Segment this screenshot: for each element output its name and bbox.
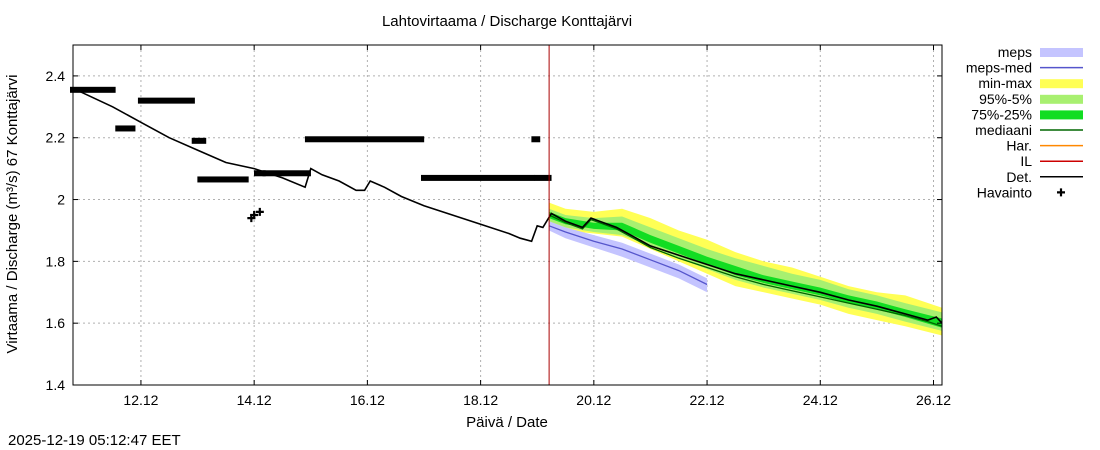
observation-run bbox=[137, 97, 195, 104]
series-det bbox=[72, 87, 943, 324]
legend-label-meps: meps bbox=[998, 44, 1032, 60]
legend-label-min-max: min-max bbox=[978, 75, 1032, 91]
x-tick-label: 22.12 bbox=[690, 392, 725, 408]
y-tick-label: 2.4 bbox=[46, 68, 66, 84]
legend: mepsmeps-medmin-max95%-5%75%-25%mediaani… bbox=[966, 44, 1083, 200]
y-tick-label: 1.8 bbox=[46, 253, 66, 269]
x-tick-label: 16.12 bbox=[350, 392, 385, 408]
observation-run bbox=[304, 136, 425, 143]
observation-run bbox=[534, 174, 552, 181]
legend-label-meps-med: meps-med bbox=[966, 60, 1032, 76]
y-tick-label: 2.2 bbox=[46, 130, 66, 146]
observations bbox=[70, 86, 552, 223]
legend-label-95-5: 95%-5% bbox=[979, 91, 1032, 107]
observation-run bbox=[531, 136, 541, 143]
x-tick-label: 26.12 bbox=[916, 392, 951, 408]
x-tick-label: 20.12 bbox=[576, 392, 611, 408]
chart-title: Lahtovirtaama / Discharge Konttajärvi bbox=[382, 13, 632, 30]
legend-label-havainto: Havainto bbox=[977, 184, 1032, 200]
legend-label-75-25: 75%-25% bbox=[971, 106, 1032, 122]
observation-point bbox=[250, 211, 259, 219]
legend-label-det: Det. bbox=[1006, 169, 1032, 185]
legend-swatch-meps bbox=[1040, 48, 1083, 57]
legend-swatch-min-max bbox=[1040, 79, 1083, 89]
legend-swatch-75-25 bbox=[1040, 110, 1083, 120]
timestamp: 2025-12-19 05:12:47 EET bbox=[8, 432, 181, 449]
y-tick-label: 2 bbox=[57, 192, 65, 208]
series-meps-med bbox=[548, 225, 708, 286]
y-axis-label: Virtaama / Discharge (m³/s) 67 Konttajär… bbox=[4, 75, 21, 354]
observation-run bbox=[253, 170, 266, 177]
plot-frame bbox=[72, 44, 943, 386]
legend-label-il: IL bbox=[1020, 153, 1032, 169]
y-tick-label: 1.4 bbox=[46, 377, 66, 393]
legend-label-har: Har. bbox=[1006, 138, 1032, 154]
observation-run bbox=[70, 86, 116, 93]
x-tick-label: 24.12 bbox=[803, 392, 838, 408]
x-axis-label: Päivä / Date bbox=[466, 414, 548, 431]
x-tick-label: 12.12 bbox=[123, 392, 158, 408]
x-tick-label: 18.12 bbox=[463, 392, 498, 408]
observation-run bbox=[191, 137, 207, 144]
series-lines bbox=[72, 87, 943, 327]
observation-run bbox=[262, 170, 311, 177]
legend-swatch-havainto bbox=[1057, 188, 1065, 197]
axis-ticks: 1.4 1.6 1.8 2 2.2 2.4 12.12 14.12 16.12 18.12 20.1… bbox=[46, 45, 951, 408]
legend-swatch-95-5 bbox=[1040, 94, 1083, 104]
series-mediaani bbox=[548, 214, 943, 327]
observation-run bbox=[420, 174, 535, 181]
x-tick-label: 14.12 bbox=[237, 392, 272, 408]
y-tick-label: 1.6 bbox=[46, 315, 66, 331]
observation-run bbox=[197, 176, 249, 183]
legend-label-mediaani: mediaani bbox=[975, 122, 1032, 138]
observation-point bbox=[255, 207, 264, 216]
observation-run bbox=[115, 125, 136, 132]
